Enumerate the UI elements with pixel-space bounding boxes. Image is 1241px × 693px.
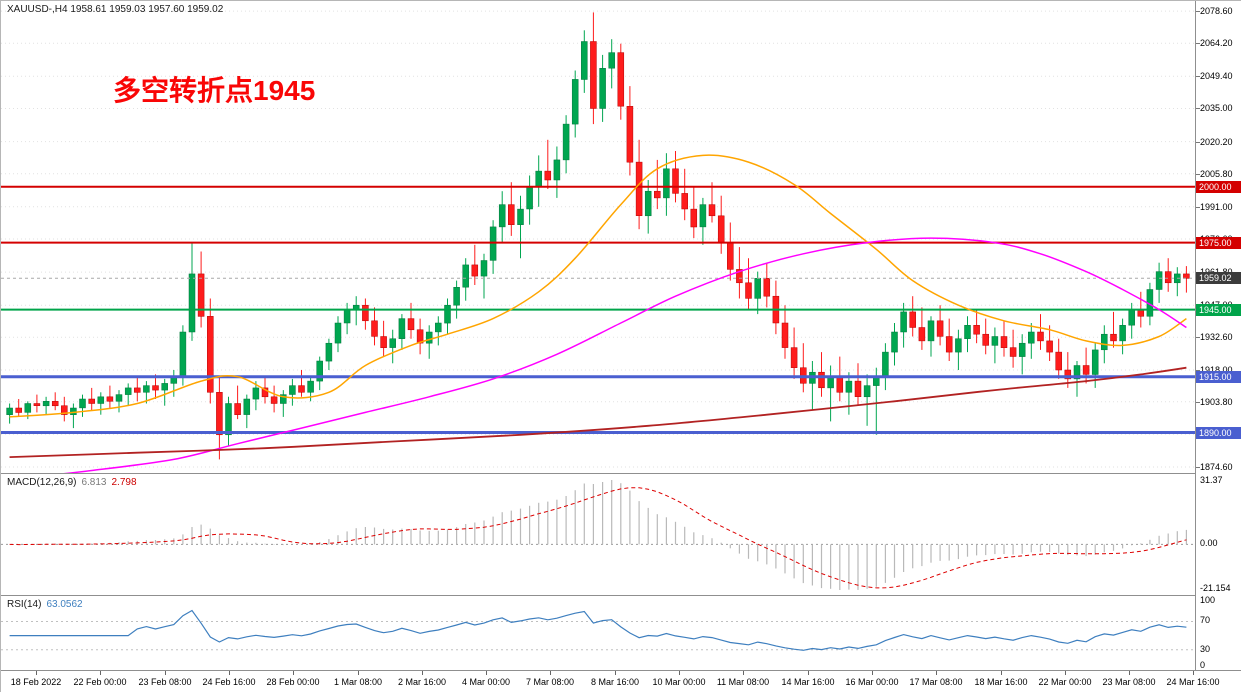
- time-axis-label: 22 Mar 00:00: [1038, 677, 1092, 687]
- macd-name: MACD(12,26,9): [7, 477, 77, 488]
- macd-axis-tick: -21.154: [1200, 583, 1231, 593]
- time-axis-tickmark: [808, 671, 809, 675]
- rsi-axis-tick: 0: [1200, 660, 1206, 670]
- symbol-ohlc-info: XAUUSD-,H4 1958.61 1959.03 1957.60 1959.…: [7, 4, 224, 15]
- time-axis-tickmark: [165, 671, 166, 675]
- time-axis-label: 1 Mar 08:00: [333, 677, 383, 687]
- time-axis-tickmark: [1193, 671, 1194, 675]
- price-axis-tickmark: [1196, 467, 1200, 468]
- price-axis-tickmark: [1196, 370, 1200, 371]
- time-axis[interactable]: 18 Feb 2022 22 Feb 00:00 23 Feb 08:00 24 Fe…: [1, 670, 1241, 693]
- time-axis-tickmark: [1129, 671, 1130, 675]
- candlestick-chart[interactable]: [1, 1, 1195, 473]
- macd-chart[interactable]: [1, 474, 1195, 595]
- price-axis-tick: 1903.80: [1200, 397, 1233, 407]
- price-axis-tick: 2020.20: [1200, 137, 1233, 147]
- rsi-chart[interactable]: [1, 596, 1195, 670]
- rsi-axis-tick: 30: [1200, 644, 1211, 654]
- time-axis-label: 22 Feb 00:00: [73, 677, 127, 687]
- price-axis-tick: 1874.60: [1200, 462, 1233, 472]
- time-axis-tickmark: [422, 671, 423, 675]
- price-axis-tickmark: [1196, 207, 1200, 208]
- rsi-axis-tick: 100: [1200, 595, 1216, 605]
- time-axis-label: 28 Feb 00:00: [266, 677, 320, 687]
- time-axis-label: 18 Mar 16:00: [974, 677, 1028, 687]
- rsi-value: 63.0562: [46, 599, 83, 610]
- macd-value-signal: 2.798: [111, 477, 137, 488]
- price-tag-1890.00[interactable]: 1890.00: [1196, 427, 1241, 439]
- time-axis-label: 24 Mar 16:00: [1166, 677, 1220, 687]
- rsi-panel: RSI(14) 63.0562: [1, 595, 1195, 670]
- macd-label: MACD(12,26,9) 6.813 2.798: [7, 477, 137, 488]
- time-axis-label: 17 Mar 08:00: [909, 677, 963, 687]
- ma-slow-darkred[interactable]: [9, 366, 1187, 459]
- price-axis-tickmark: [1196, 11, 1200, 12]
- time-axis-label: 2 Mar 16:00: [397, 677, 447, 687]
- time-axis-tickmark: [229, 671, 230, 675]
- rsi-label: RSI(14) 63.0562: [7, 599, 83, 610]
- macd-panel: MACD(12,26,9) 6.813 2.798: [1, 473, 1195, 595]
- time-axis-tickmark: [679, 671, 680, 675]
- time-axis-label: 23 Feb 08:00: [138, 677, 192, 687]
- price-axis-tick: 2049.40: [1200, 71, 1233, 81]
- time-axis-label: 16 Mar 00:00: [845, 677, 899, 687]
- price-axis-tickmark: [1196, 76, 1200, 77]
- bid-price-tag: 1959.02: [1196, 272, 1241, 284]
- time-axis-tickmark: [486, 671, 487, 675]
- price-axis-tick: 2078.60: [1200, 6, 1233, 16]
- price-axis-tick: 2035.00: [1200, 103, 1233, 113]
- time-axis-tickmark: [1065, 671, 1066, 675]
- price-axis-tick: 2005.80: [1200, 169, 1233, 179]
- time-axis-tickmark: [936, 671, 937, 675]
- price-tag-1975.00[interactable]: 1975.00: [1196, 237, 1241, 249]
- price-tag-1945.00[interactable]: 1945.00: [1196, 304, 1241, 316]
- ma-mid-magenta[interactable]: [10, 237, 1187, 473]
- time-axis-tickmark: [36, 671, 37, 675]
- rsi-name: RSI(14): [7, 599, 42, 610]
- ma-fast-orange[interactable]: [9, 154, 1187, 418]
- time-axis-tickmark: [615, 671, 616, 675]
- price-axis-tickmark: [1196, 174, 1200, 175]
- price-tag-2000.00[interactable]: 2000.00: [1196, 181, 1241, 193]
- macd-value-main: 6.813: [81, 477, 107, 488]
- macd-axis-tick: 31.37: [1200, 475, 1223, 485]
- price-axis-tickmark: [1196, 337, 1200, 338]
- price-axis-tickmark: [1196, 108, 1200, 109]
- time-axis-label: 23 Mar 08:00: [1102, 677, 1156, 687]
- time-axis-label: 14 Mar 16:00: [781, 677, 835, 687]
- time-axis-label: 18 Feb 2022: [10, 677, 62, 687]
- price-axis-tick: 1932.60: [1200, 332, 1233, 342]
- price-axis-tick: 1918.00: [1200, 365, 1233, 375]
- time-axis-tickmark: [550, 671, 551, 675]
- rsi-axis-tick: 70: [1200, 615, 1211, 625]
- price-axis-tick: 1991.00: [1200, 202, 1233, 212]
- price-tag-1915.00[interactable]: 1915.00: [1196, 371, 1241, 383]
- price-axis-tick: 2064.20: [1200, 38, 1233, 48]
- price-axis-tickmark: [1196, 142, 1200, 143]
- time-axis-label: 7 Mar 08:00: [525, 677, 575, 687]
- time-axis-tickmark: [293, 671, 294, 675]
- price-axis-tickmark: [1196, 402, 1200, 403]
- time-axis-tickmark: [743, 671, 744, 675]
- time-axis-label: 24 Feb 16:00: [202, 677, 256, 687]
- time-axis-label: 4 Mar 00:00: [461, 677, 511, 687]
- time-axis-label: 8 Mar 16:00: [590, 677, 640, 687]
- time-axis-label: 11 Mar 08:00: [716, 677, 770, 687]
- time-axis-tickmark: [872, 671, 873, 675]
- time-axis-label: 10 Mar 00:00: [652, 677, 706, 687]
- time-axis-tickmark: [100, 671, 101, 675]
- time-axis-tickmark: [1001, 671, 1002, 675]
- price-axis[interactable]: 2078.60 2064.20 2049.40 2035.00 2020.20 2005.…: [1195, 1, 1241, 670]
- macd-axis-tick: 0.00: [1200, 538, 1218, 548]
- annotation-text[interactable]: 多空转折点1945: [113, 75, 316, 106]
- main-chart-panel: XAUUSD-,H4 1958.61 1959.03 1957.60 1959.…: [1, 1, 1195, 473]
- price-axis-tickmark: [1196, 43, 1200, 44]
- time-axis-tickmark: [358, 671, 359, 675]
